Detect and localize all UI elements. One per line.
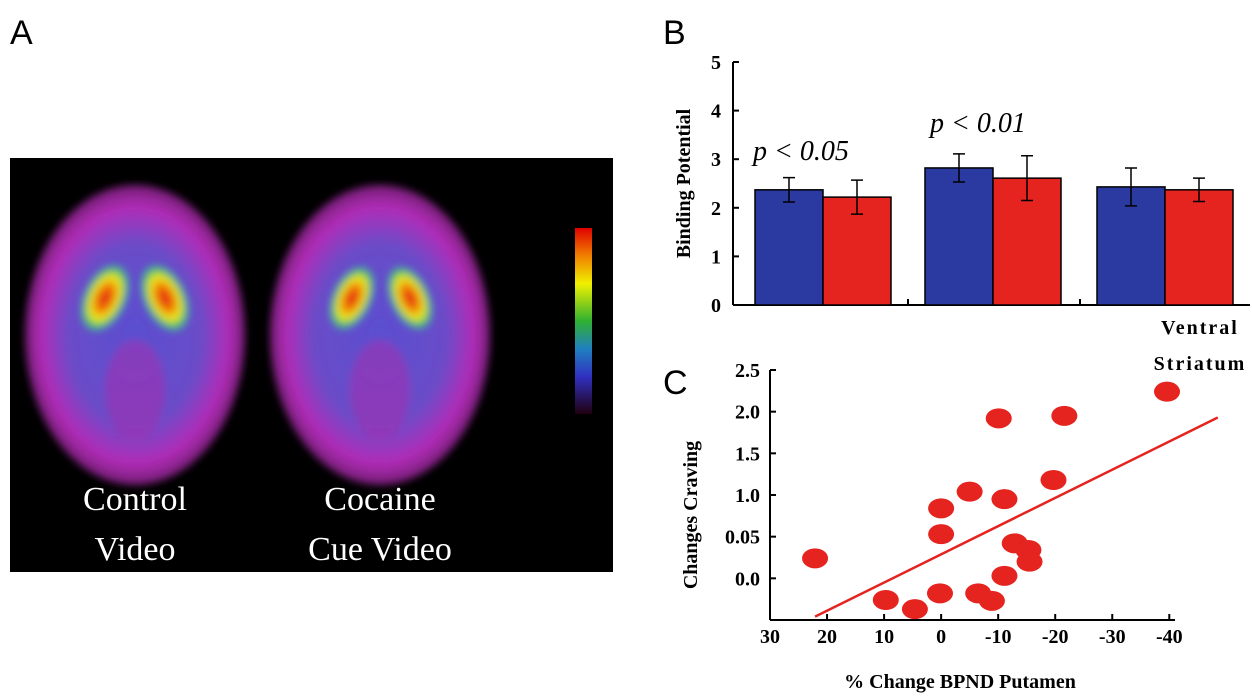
scan-caption: Control	[83, 481, 187, 518]
scan-caption: Cue Video	[308, 531, 452, 568]
bar	[1165, 190, 1233, 305]
x-tick-label: -20	[1042, 626, 1069, 648]
y-tick-label: 0.0	[735, 568, 760, 590]
scatter-point	[873, 590, 899, 610]
y-tick-label: 0	[711, 295, 721, 317]
scatter-point	[902, 599, 928, 619]
bar	[925, 168, 993, 305]
page: A Control Video Cocaine Cue Video B 0 1 2 3 4 5 Ven…	[0, 0, 1252, 700]
annotation: p < 0.05	[751, 136, 849, 167]
scatter-point	[927, 583, 953, 603]
scatter-point	[928, 524, 954, 544]
x-axis-label: % Change BPND Putamen	[844, 671, 1076, 693]
x-tick-label: 20	[817, 626, 837, 648]
bar	[755, 190, 823, 305]
y-tick-label: 1.5	[735, 443, 760, 465]
panel-label: B	[663, 14, 686, 52]
y-tick-label: 5	[711, 52, 721, 74]
y-tick-label: 4	[711, 101, 721, 123]
x-tick-label: 10	[874, 626, 894, 648]
y-tick-label: 3	[711, 149, 721, 171]
y-tick-label: 1.0	[735, 485, 760, 507]
panel-label: C	[663, 364, 688, 402]
x-tick-label: Striatum	[1154, 353, 1247, 375]
y-axis-label: Changes Craving	[680, 441, 702, 589]
x-tick-label: -30	[1099, 626, 1126, 648]
scatter-point	[991, 489, 1017, 509]
x-tick-label: -40	[1156, 626, 1183, 648]
scatter-point	[802, 548, 828, 568]
scatter-point	[991, 566, 1017, 586]
scatter-point	[979, 591, 1005, 611]
color-bar	[575, 228, 592, 414]
scatter-point	[986, 408, 1012, 428]
annotation: p < 0.01	[928, 108, 1026, 139]
x-tick-label: 30	[760, 626, 780, 648]
y-tick-label: 2	[711, 198, 721, 220]
y-axis-label: Binding Potential	[673, 108, 695, 258]
y-tick-label: 1	[711, 246, 721, 268]
scatter-point	[1051, 406, 1077, 426]
scatter-point	[1041, 470, 1067, 490]
x-tick-label: -10	[985, 626, 1012, 648]
y-tick-label: 2.5	[735, 360, 760, 382]
y-tick-label: 2.0	[735, 402, 760, 424]
trend-line	[815, 418, 1218, 617]
scatter-point	[1017, 552, 1043, 572]
y-tick-label: 0.05	[725, 527, 760, 549]
figure: A Control Video Cocaine Cue Video B 0 1 2 3 4 5 Ven…	[0, 0, 1252, 700]
panel-label: A	[10, 14, 33, 52]
x-tick-label: Ventral	[1161, 317, 1239, 339]
scatter-point	[957, 482, 983, 502]
scan-caption: Cocaine	[324, 481, 435, 518]
x-tick-label: 0	[936, 626, 946, 648]
scatter-point	[1154, 382, 1180, 402]
scatter-point	[928, 498, 954, 518]
scan-caption: Video	[94, 531, 175, 568]
